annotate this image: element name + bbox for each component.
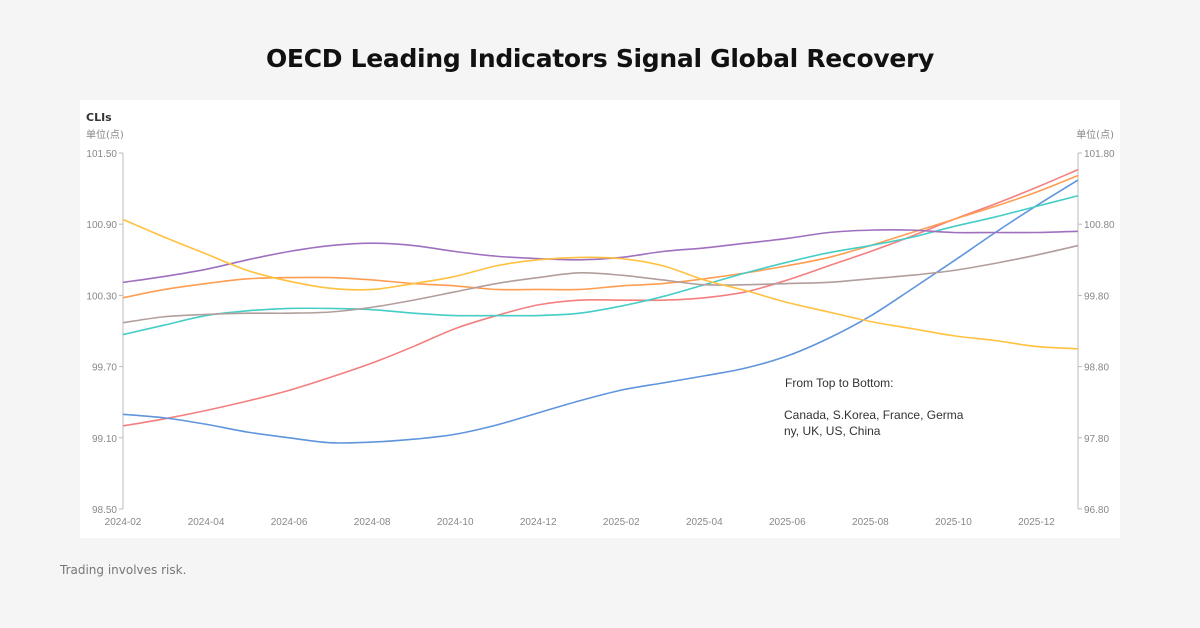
series-line-3 bbox=[122, 179, 1079, 444]
x-tick-label: 2025-08 bbox=[852, 517, 889, 528]
x-tick-label: 2024-06 bbox=[271, 517, 308, 528]
right-tick-label: 101.80 bbox=[1084, 149, 1115, 160]
series-line-5 bbox=[122, 229, 1079, 284]
x-tick-label: 2025-06 bbox=[769, 517, 806, 528]
series-line-1 bbox=[122, 168, 1079, 427]
annotation-heading: From Top to Bottom: bbox=[785, 376, 894, 390]
page-title: OECD Leading Indicators Signal Global Re… bbox=[265, 44, 935, 73]
chart-title: CLIs bbox=[86, 111, 112, 124]
right-tick-label: 100.80 bbox=[1084, 220, 1115, 231]
annotation-line-2: ny, UK, US, China bbox=[784, 424, 881, 438]
x-tick-label: 2024-10 bbox=[437, 517, 474, 528]
left-tick-label: 98.50 bbox=[92, 505, 117, 516]
right-axis-unit: 单位(点) bbox=[1076, 128, 1114, 141]
x-tick-label: 2024-04 bbox=[188, 517, 225, 528]
right-tick-label: 97.80 bbox=[1084, 434, 1109, 445]
x-tick-label: 2024-12 bbox=[520, 517, 557, 528]
x-tick-label: 2025-12 bbox=[1018, 517, 1055, 528]
series-line-4 bbox=[122, 194, 1079, 336]
left-tick-label: 101.50 bbox=[86, 149, 117, 160]
risk-disclaimer: Trading involves risk. bbox=[60, 563, 187, 577]
line-chart: CLIs 单位(点) 单位(点) 101.50 100.90 100.30 99.70… bbox=[86, 111, 1115, 528]
series-line-2 bbox=[122, 174, 1079, 299]
x-tick-label: 2025-04 bbox=[686, 517, 723, 528]
x-tick-label: 2024-02 bbox=[105, 517, 142, 528]
left-tick-label: 100.30 bbox=[86, 291, 117, 302]
series-line-7 bbox=[122, 218, 1079, 350]
right-tick-label: 96.80 bbox=[1084, 505, 1109, 516]
right-tick-label: 98.80 bbox=[1084, 363, 1109, 374]
series-line-6 bbox=[122, 244, 1079, 324]
left-tick-label: 100.90 bbox=[86, 220, 117, 231]
chart-panel: CLIs 单位(点) 单位(点) 101.50 100.90 100.30 99.70… bbox=[80, 100, 1120, 538]
x-tick-label: 2025-02 bbox=[603, 517, 640, 528]
annotation-line-1: Canada, S.Korea, France, Germa bbox=[784, 408, 964, 422]
x-tick-label: 2025-10 bbox=[935, 517, 972, 528]
left-tick-label: 99.70 bbox=[92, 363, 117, 374]
left-tick-label: 99.10 bbox=[92, 434, 117, 445]
x-tick-label: 2024-08 bbox=[354, 517, 391, 528]
right-tick-label: 99.80 bbox=[1084, 291, 1109, 302]
left-axis-unit: 单位(点) bbox=[86, 128, 124, 141]
